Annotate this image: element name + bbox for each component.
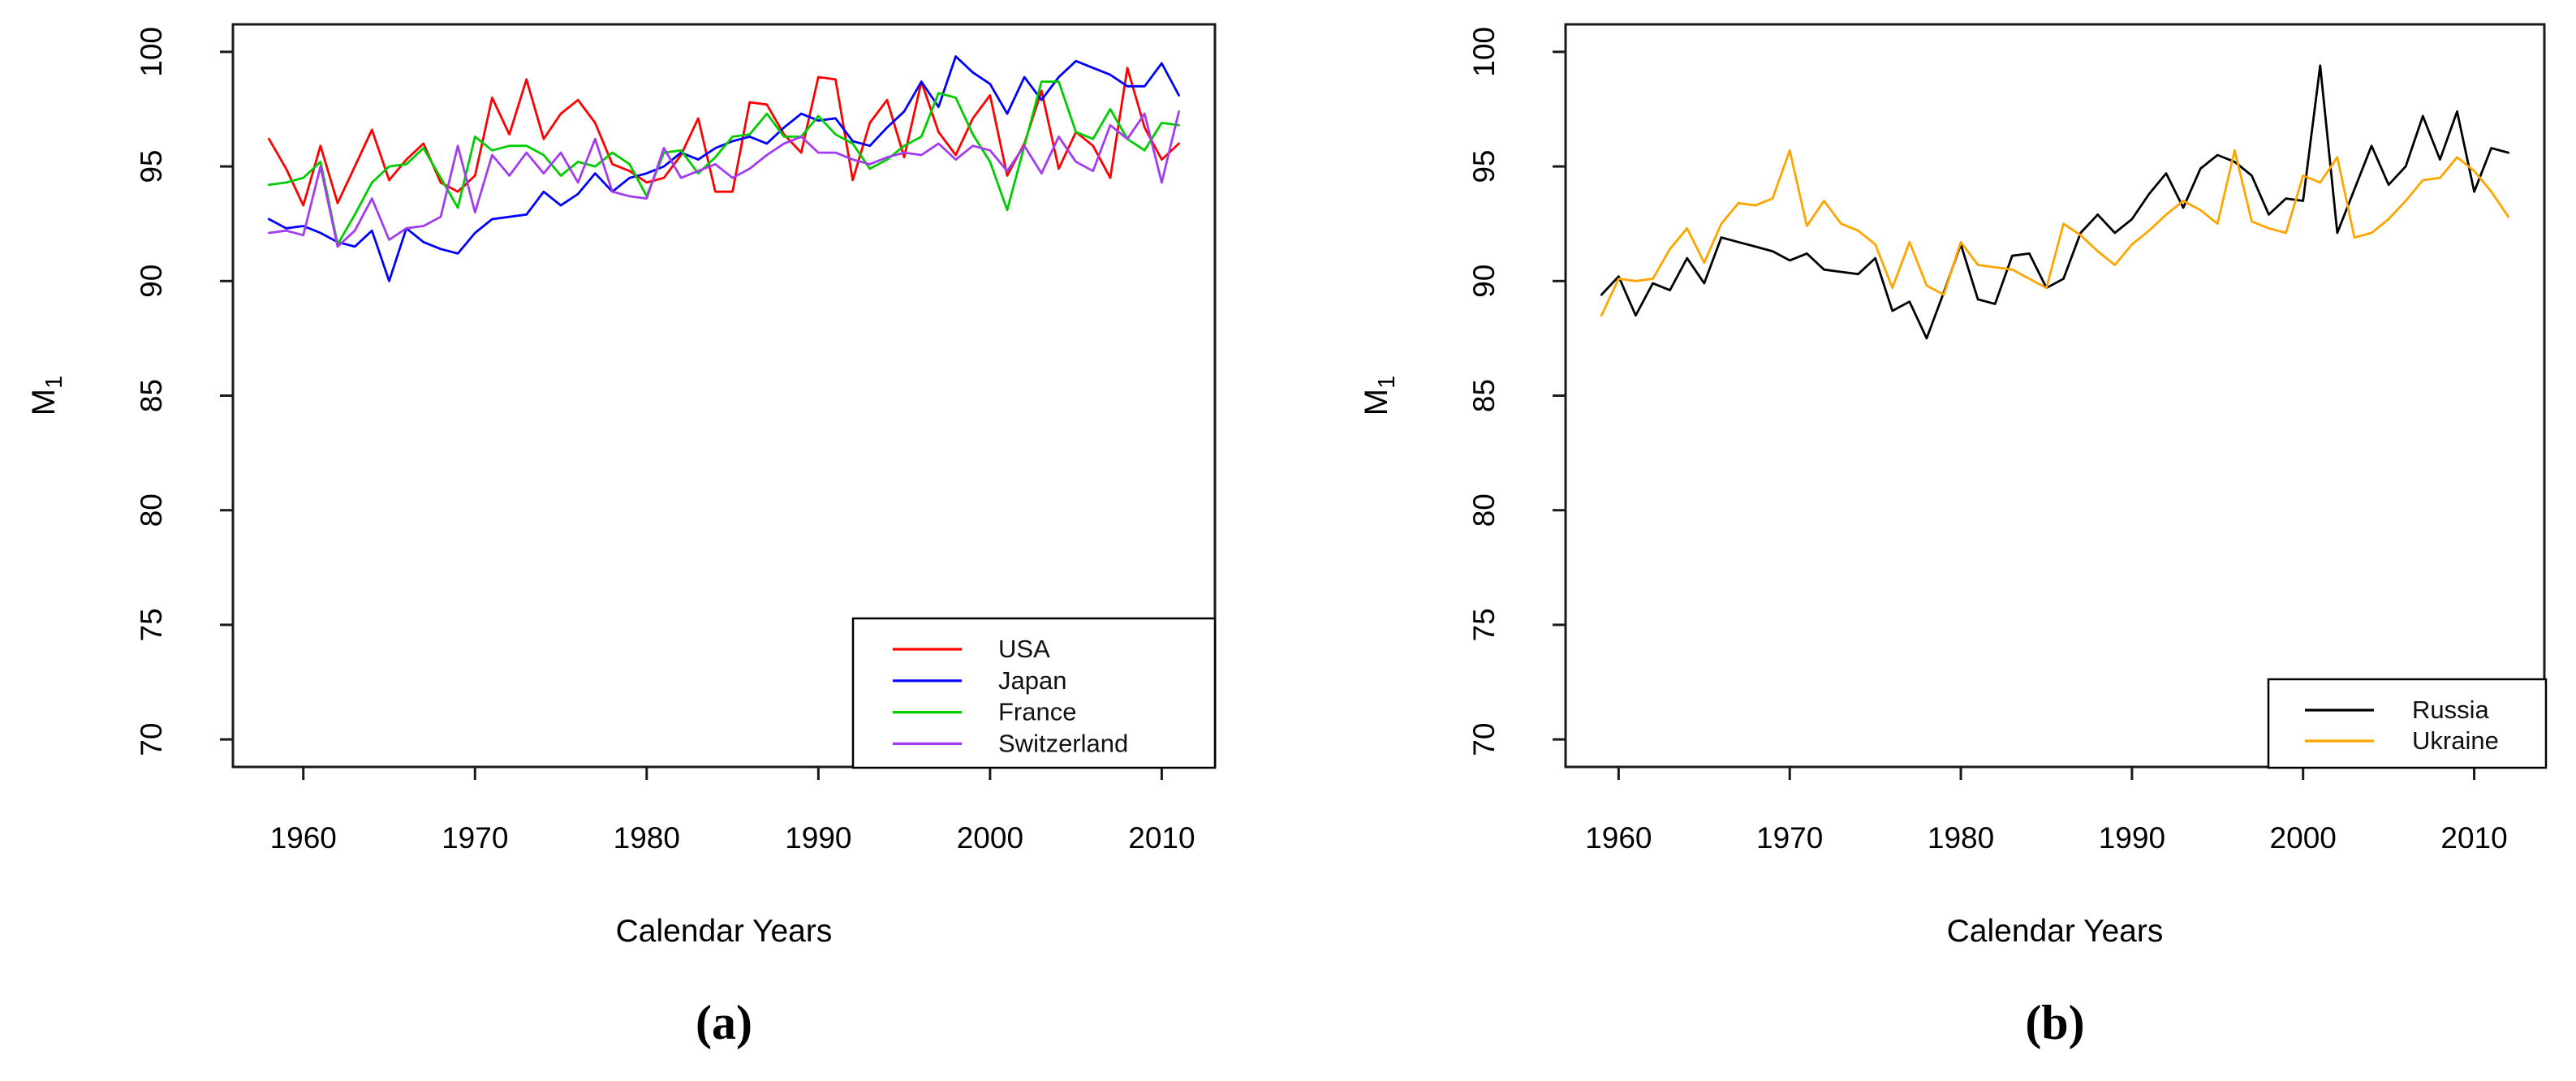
legend-box: [2267, 678, 2548, 769]
y-tick-label: 80: [1467, 493, 1501, 527]
y-tick-label: 70: [1467, 723, 1501, 756]
legend-label-switzerland: Switzerland: [998, 729, 1128, 757]
panel-b-caption: (b): [2025, 996, 2085, 1049]
y-tick-label: 75: [1467, 608, 1501, 641]
legend-label-ukraine: Ukraine: [2412, 726, 2499, 755]
panel-a-plot: 1960 1970 1980 1990 2000 2010 70 75 80 85 90 95 100 M…: [26, 23, 1217, 949]
panel-b: 1960 1970 1980 1990 2000 2010 70 75 80 85 90 95 100 M…: [1288, 0, 2576, 1081]
series-line-japan: [267, 55, 1180, 282]
x-tick-label: 1960: [270, 821, 337, 855]
y-tick-label: 100: [1467, 27, 1501, 77]
x-tick-label: 2000: [957, 821, 1023, 855]
x-tick-label: 2010: [1128, 821, 1195, 855]
x-axis-title: Calendar Years: [616, 914, 833, 949]
series-line-russia: [1600, 64, 2510, 340]
y-tick-label: 90: [135, 265, 168, 298]
x-tick-label: 1990: [2099, 821, 2165, 855]
x-tick-label: 1970: [442, 821, 508, 855]
y-tick-label: 95: [1467, 150, 1501, 183]
legend: USA Japan France Switzerland: [851, 617, 1217, 769]
y-axis: 70 75 80 85 90 95 100: [135, 27, 233, 756]
legend-label-usa: USA: [998, 635, 1050, 663]
legend-label-japan: Japan: [998, 666, 1066, 695]
x-tick-label: 1960: [1585, 821, 1652, 855]
y-tick-label: 85: [1467, 379, 1501, 412]
x-tick-label: 2010: [2440, 821, 2507, 855]
y-axis-title: M1: [26, 376, 67, 416]
y-tick-label: 70: [135, 723, 168, 756]
panel-a: 1960 1970 1980 1990 2000 2010 70 75 80 85 90 95 100 M…: [26, 23, 1217, 1049]
y-tick-label: 80: [135, 493, 168, 527]
panel-a-caption: (a): [696, 996, 752, 1049]
y-tick-label: 75: [135, 608, 168, 641]
series-line-france: [267, 80, 1180, 246]
x-tick-label: 1980: [1928, 821, 1994, 855]
x-axis: 1960 1970 1980 1990 2000 2010: [1585, 767, 2508, 855]
x-tick-label: 1990: [785, 821, 851, 855]
x-tick-label: 1980: [614, 821, 680, 855]
plot-box: [1564, 23, 2546, 769]
x-axis: 1960 1970 1980 1990 2000 2010: [270, 767, 1195, 855]
y-tick-label: 90: [1467, 265, 1501, 298]
series-line-switzerland: [267, 110, 1180, 248]
panel-b-plot: 1960 1970 1980 1990 2000 2010 70 75 80 85 90 95 100 M…: [1359, 23, 2548, 949]
y-tick-label: 95: [135, 150, 168, 183]
y-axis-title: M1: [1359, 376, 1400, 416]
legend-label-russia: Russia: [2412, 696, 2490, 724]
x-tick-label: 2000: [2270, 821, 2337, 855]
y-tick-label: 85: [135, 379, 168, 412]
y-tick-label: 100: [135, 27, 168, 77]
y-axis: 70 75 80 85 90 95 100: [1467, 27, 1566, 756]
x-tick-label: 1970: [1756, 821, 1823, 855]
x-axis-title: Calendar Years: [1947, 914, 2164, 949]
series-line-ukraine: [1600, 149, 2510, 317]
series-line-usa: [267, 67, 1180, 207]
legend-label-france: France: [998, 698, 1076, 726]
